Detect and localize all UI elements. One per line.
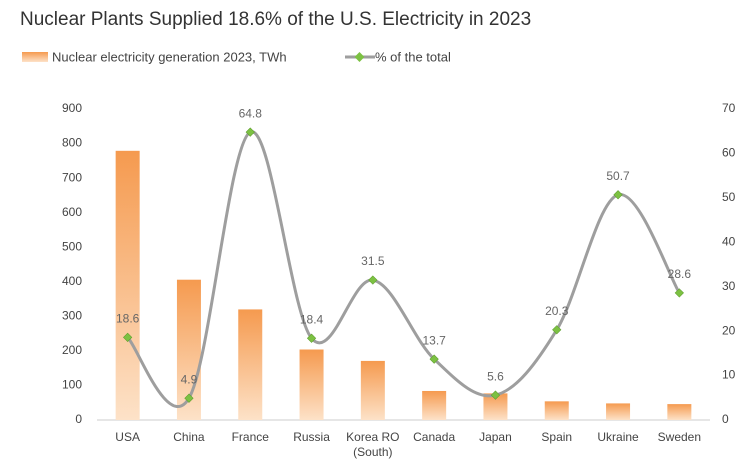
data-label: 13.7 (422, 333, 446, 347)
bar (360, 360, 385, 420)
bar (667, 404, 692, 420)
legend-label: Nuclear electricity generation 2023, TWh (52, 49, 287, 64)
data-label: 5.6 (487, 369, 504, 383)
legend-marker (354, 52, 365, 62)
x-tick-label: Canada (413, 430, 456, 444)
bar (606, 403, 631, 420)
y2-tick-label: 0 (722, 412, 729, 426)
y2-tick-label: 70 (722, 101, 736, 115)
marker (613, 190, 623, 200)
data-label: 18.4 (300, 312, 324, 326)
x-tick-label: China (173, 430, 205, 444)
x-tick-label: Korea RO (South) (346, 430, 400, 459)
y2-tick-label: 10 (722, 368, 736, 382)
marker (368, 275, 378, 285)
x-tick-label: Ukraine (597, 430, 639, 444)
y-tick-label: 900 (62, 101, 82, 115)
data-label: 4.9 (181, 372, 198, 386)
data-label: 50.7 (606, 169, 630, 183)
y2-tick-label: 30 (722, 279, 736, 293)
data-label: 18.6 (116, 312, 140, 326)
marker (429, 354, 439, 364)
y2-tick-label: 50 (722, 190, 736, 204)
x-tick-label: USA (115, 430, 140, 444)
bar (299, 349, 324, 420)
data-label: 28.6 (668, 267, 692, 281)
y2-tick-label: 60 (722, 146, 736, 160)
y-tick-label: 200 (62, 343, 82, 357)
legend-label: % of the total (375, 49, 451, 64)
y2-tick-label: 20 (722, 323, 736, 337)
data-label: 31.5 (361, 254, 385, 268)
bar (544, 401, 569, 420)
y-tick-label: 600 (62, 205, 82, 219)
chart-title: Nuclear Plants Supplied 18.6% of the U.S… (20, 9, 531, 30)
x-tick-label: Spain (541, 430, 573, 444)
y-tick-label: 300 (62, 309, 82, 323)
bar (422, 390, 447, 420)
y-tick-label: 700 (62, 170, 82, 184)
y-tick-label: 500 (62, 239, 82, 253)
legend-swatch (22, 52, 48, 62)
marker (552, 325, 562, 335)
y-tick-label: 400 (62, 274, 82, 288)
marker (184, 393, 194, 403)
data-label: 64.8 (239, 106, 263, 120)
y2-tick-label: 40 (722, 234, 736, 248)
x-tick-label: Japan (479, 430, 512, 444)
marker (123, 332, 133, 342)
y-tick-label: 100 (62, 378, 82, 392)
y-tick-label: 0 (75, 412, 82, 426)
y-tick-label: 800 (62, 136, 82, 150)
x-tick-label: Russia (293, 430, 330, 444)
marker (490, 390, 501, 400)
marker (674, 288, 684, 298)
x-tick-label: France (231, 430, 269, 444)
marker (245, 127, 255, 137)
data-label: 20.3 (545, 304, 569, 318)
marker (306, 333, 317, 343)
x-tick-label: Sweden (657, 430, 702, 444)
bar (115, 150, 140, 420)
line (126, 130, 681, 408)
bar (238, 309, 263, 420)
